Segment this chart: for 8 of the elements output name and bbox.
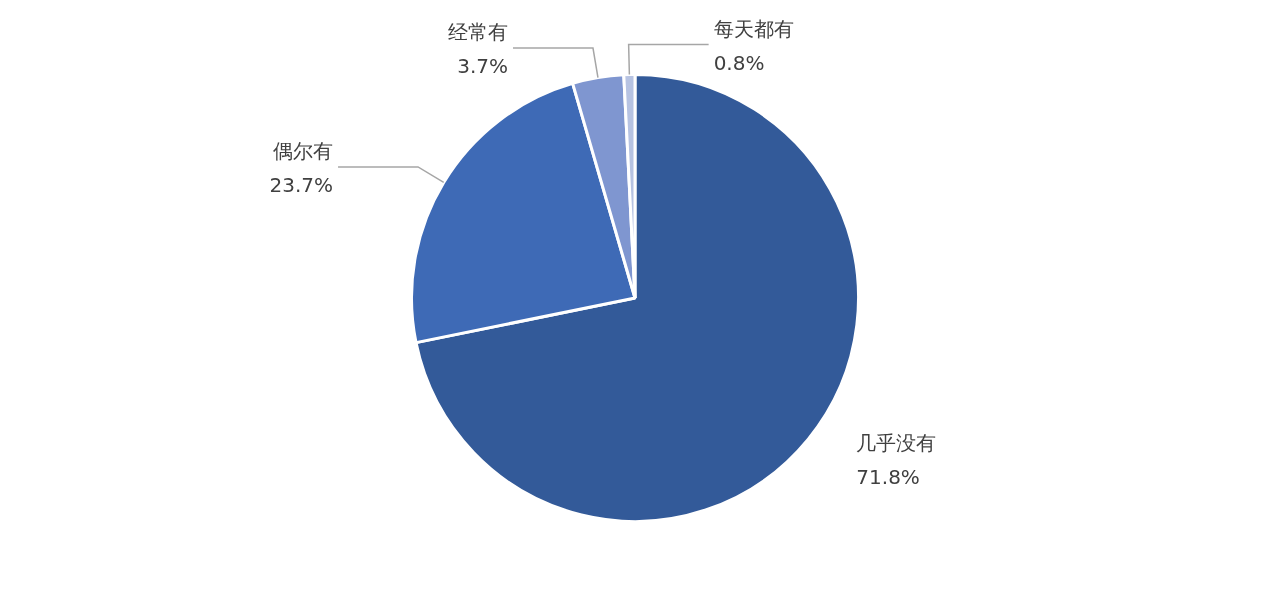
slice-label: 每天都有 <box>713 16 794 41</box>
slice-label: 经常有 <box>447 20 508 45</box>
data-label: 0.8% <box>713 50 765 75</box>
data-label: 23.7% <box>269 173 334 198</box>
data-label: 71.8% <box>856 464 920 489</box>
slice-label: 偶尔有 <box>273 139 334 164</box>
slice-label: 几乎没有 <box>856 430 937 455</box>
data-label: 3.7% <box>457 54 508 79</box>
